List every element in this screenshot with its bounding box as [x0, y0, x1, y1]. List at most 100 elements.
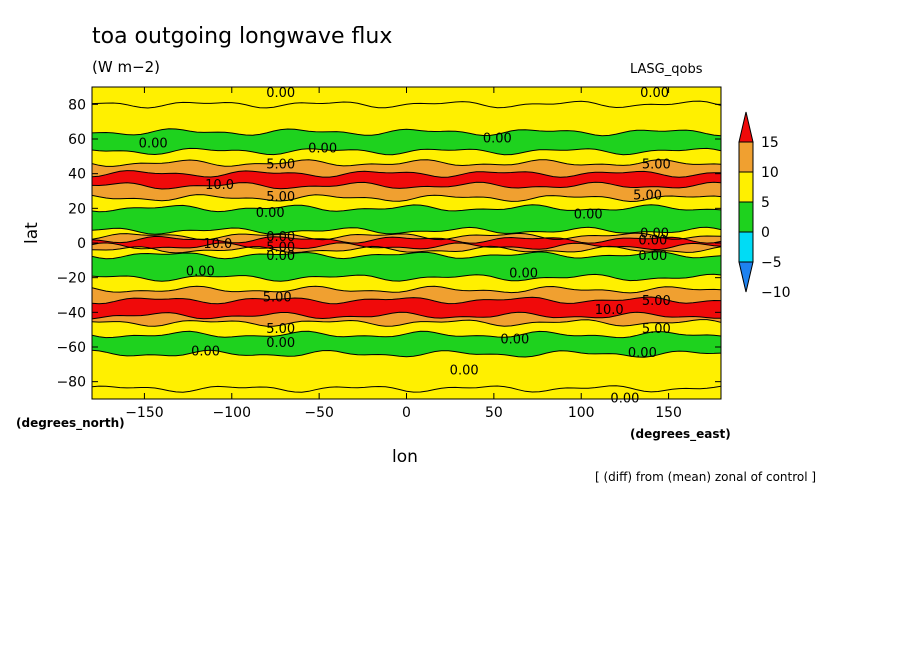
contour-line — [92, 194, 721, 203]
contour-band — [92, 170, 721, 189]
contour-line — [92, 181, 721, 190]
x-tick-label: 50 — [485, 405, 503, 421]
y-tick-label: 20 — [68, 201, 86, 217]
model-label: LASG_qobs — [630, 62, 703, 77]
y-tick-label: 80 — [68, 97, 86, 113]
contour-label: 0.00 — [638, 234, 667, 249]
contour-line — [92, 385, 721, 393]
contour-label: 0.00 — [266, 336, 295, 351]
colorbar-label: 10 — [761, 165, 779, 181]
colorbar-label: −5 — [761, 255, 782, 271]
x-tick-label: −100 — [213, 405, 251, 421]
colorbar-segment — [738, 231, 754, 263]
contour-line — [92, 319, 721, 327]
x-axis-ticks: −150 −100 −50 0 50 100 150 — [125, 87, 682, 421]
contour-band — [92, 204, 721, 235]
contour-label: 0.00 — [450, 364, 479, 379]
contour-label: 5.00 — [642, 157, 671, 172]
contour-line — [92, 349, 721, 358]
y-axis-ticks: −80 −60 −40 −20 0 20 40 60 80 — [56, 97, 721, 391]
contour-label: 5.00 — [266, 157, 295, 172]
contour-label: 5.00 — [633, 188, 662, 203]
contour-label: 0.00 — [256, 206, 285, 221]
contour-label: 0.00 — [308, 142, 337, 157]
contour-label: 5.00 — [642, 322, 671, 337]
colorbar-label: −10 — [761, 285, 791, 301]
contour-label: 0.00 — [640, 86, 669, 101]
x-tick-label: 150 — [655, 405, 682, 421]
contour-label: 5.00 — [263, 291, 292, 306]
y-axis-unit: (degrees_north) — [16, 416, 125, 430]
x-tick-label: 100 — [568, 405, 595, 421]
contour-line — [92, 159, 721, 167]
contour-band — [92, 274, 721, 293]
contour-line — [92, 235, 721, 244]
contour-line — [92, 245, 721, 254]
colorbar-segment — [738, 111, 754, 143]
y-tick-label: −20 — [56, 271, 86, 287]
chart-units: (W m−2) — [92, 58, 161, 76]
footnote: [ (diff) from (mean) zonal of control ] — [595, 470, 817, 484]
y-axis-label: lat — [22, 222, 42, 244]
contour-line — [92, 311, 721, 320]
contour-band — [92, 297, 721, 319]
contour-line — [92, 296, 721, 305]
contour-label: 0.00 — [628, 346, 657, 361]
contour-band — [92, 194, 721, 212]
contour-label: 0.00 — [266, 249, 295, 264]
contour-band — [92, 286, 721, 304]
contour-label: 0.00 — [186, 265, 215, 280]
contour-label: 5.00 — [266, 190, 295, 205]
contour-line — [92, 273, 721, 282]
contour-label: 0.00 — [266, 86, 295, 101]
contour-band — [92, 101, 721, 136]
colorbar-segment — [738, 171, 754, 203]
x-axis-label: lon — [392, 447, 418, 467]
contour-line — [92, 170, 721, 178]
contour-label: 10.0 — [205, 178, 234, 193]
contour-band — [92, 182, 721, 202]
x-tick-label: −150 — [125, 405, 163, 421]
contour-label: 0.00 — [638, 249, 667, 264]
contour-band — [92, 319, 721, 338]
contour-band — [92, 350, 721, 393]
contour-line — [92, 285, 721, 294]
contour-label: 0.00 — [266, 230, 295, 245]
colorbar-label: 15 — [761, 135, 779, 151]
contour-band — [92, 385, 721, 399]
colorbar-segment — [738, 261, 754, 293]
colorbar-label: 0 — [761, 225, 770, 241]
contour-label: 0.00 — [500, 332, 529, 347]
contour-label: 0.00 — [574, 208, 603, 223]
contour-line — [92, 251, 721, 260]
contour-label: 0.00 — [139, 136, 168, 151]
contour-label: 0.00 — [483, 131, 512, 146]
contour-line — [92, 226, 721, 235]
contour-label: 5.00 — [266, 240, 295, 255]
contour-band — [92, 236, 721, 250]
contour-lines — [92, 100, 721, 393]
contour-line — [92, 204, 721, 213]
contour-label: 10.0 — [595, 303, 624, 318]
contour-label: 5.00 — [266, 322, 295, 337]
y-tick-label: −40 — [56, 305, 86, 321]
contour-line — [92, 100, 721, 109]
contour-label: 0.00 — [640, 227, 669, 242]
y-tick-label: 40 — [68, 167, 86, 183]
y-tick-label: 0 — [77, 236, 86, 252]
contour-band — [92, 148, 721, 167]
colorbar-segment — [738, 201, 754, 233]
x-axis-unit: (degrees_east) — [630, 427, 731, 441]
y-tick-label: −60 — [56, 340, 86, 356]
x-tick-label: −50 — [304, 405, 334, 421]
contour-band — [92, 251, 721, 282]
contour-line — [92, 147, 721, 156]
contour-label: 0.00 — [191, 344, 220, 359]
x-tick-label: 0 — [402, 405, 411, 421]
contour-label: 0.00 — [509, 266, 538, 281]
colorbar-label: 5 — [761, 195, 770, 211]
chart-title: toa outgoing longwave flux — [92, 24, 393, 49]
colorbar: 15 10 5 0 −5 −10 — [738, 111, 791, 301]
